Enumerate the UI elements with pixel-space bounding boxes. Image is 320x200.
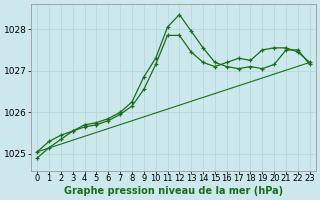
X-axis label: Graphe pression niveau de la mer (hPa): Graphe pression niveau de la mer (hPa) [64, 186, 283, 196]
